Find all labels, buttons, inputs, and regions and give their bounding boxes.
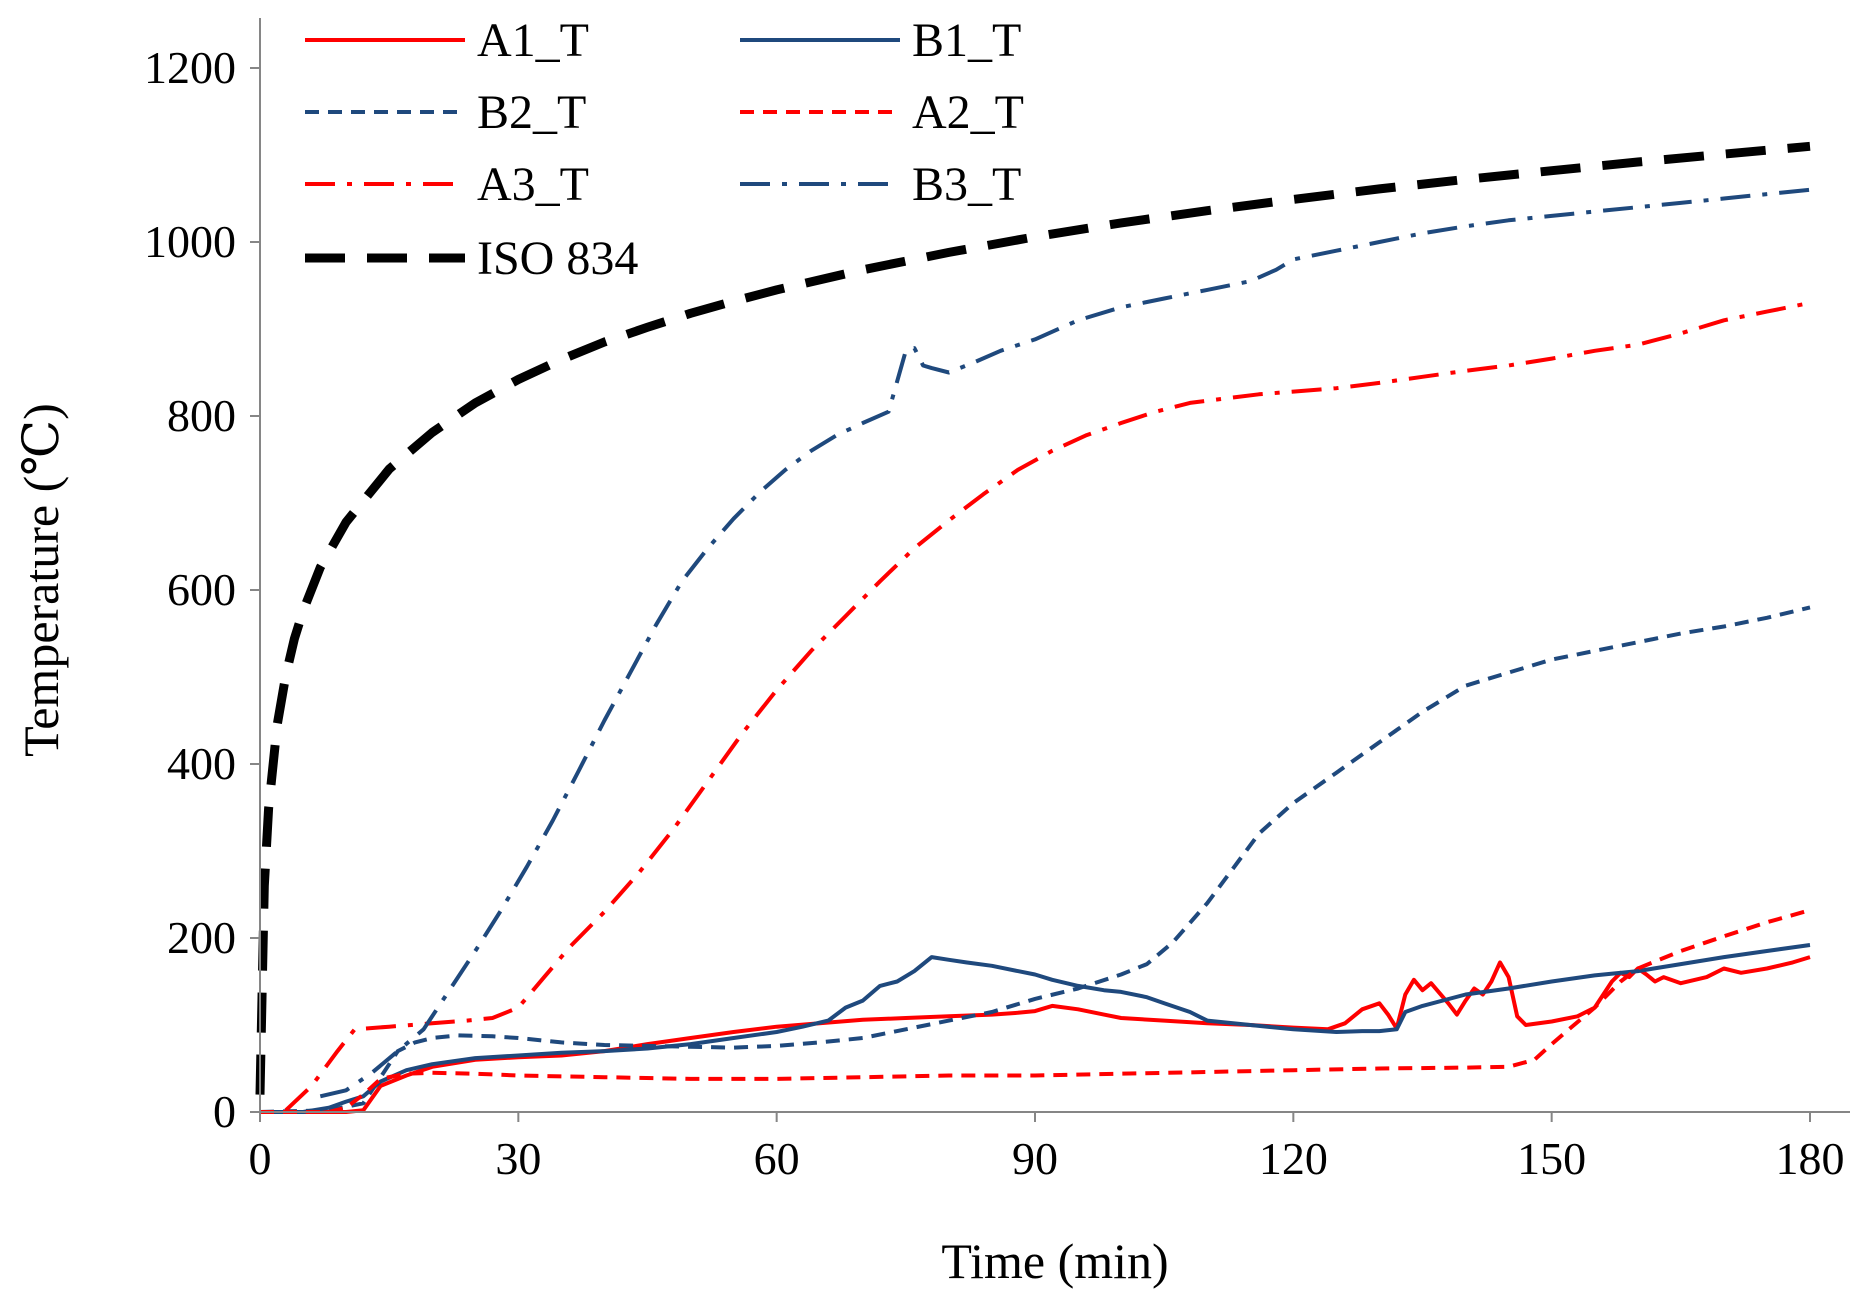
x-tick-label: 120 [1259, 1133, 1328, 1184]
x-tick-label: 180 [1776, 1133, 1845, 1184]
y-tick-label: 1000 [144, 216, 236, 267]
y-tick-label: 200 [167, 912, 236, 963]
series-line-a2-t [260, 908, 1811, 1114]
x-tick-label: 60 [754, 1133, 800, 1184]
y-tick-label: 600 [167, 564, 236, 615]
y-tick-label: 400 [167, 738, 236, 789]
axes [259, 18, 1850, 1113]
y-tick-label: 1200 [144, 42, 236, 93]
tick-labels: 0 200 400 600 800 1000 1200 0 30 60 90 120 150 180 [144, 42, 1845, 1184]
series-line-b2-t [259, 605, 1811, 1114]
x-tick-label: 90 [1012, 1133, 1058, 1184]
y-tick-label: 0 [213, 1086, 236, 1137]
x-tick-label: 30 [495, 1133, 541, 1184]
legend: A1_T B1_T B2_T A2_T A3_T B3_T ISO 834 [305, 14, 1024, 285]
x-axis-title: Time (min) [941, 1233, 1168, 1289]
legend-label-b3-t: B3_T [912, 158, 1021, 211]
legend-label-a3-t: A3_T [477, 158, 589, 211]
legend-label-a1-t: A1_T [477, 14, 589, 67]
series-line-b3-t [319, 187, 1811, 1099]
legend-label-b1-t: B1_T [912, 14, 1021, 67]
x-tick-label: 150 [1517, 1133, 1586, 1184]
legend-label-a2-t: A2_T [912, 86, 1024, 139]
tick-marks [250, 67, 1811, 1122]
series-lines [255, 141, 1811, 1114]
x-tick-label: 0 [249, 1133, 272, 1184]
y-tick-label: 800 [167, 390, 236, 441]
legend-label-iso-834: ISO 834 [477, 232, 638, 285]
legend-label-b2-t: B2_T [477, 86, 586, 139]
series-line-a3-t [284, 300, 1811, 1112]
series-line-b1-t [260, 943, 1811, 1114]
y-axis-title: Temperature (℃) [13, 403, 69, 757]
series-line-iso-834 [255, 141, 1811, 1095]
